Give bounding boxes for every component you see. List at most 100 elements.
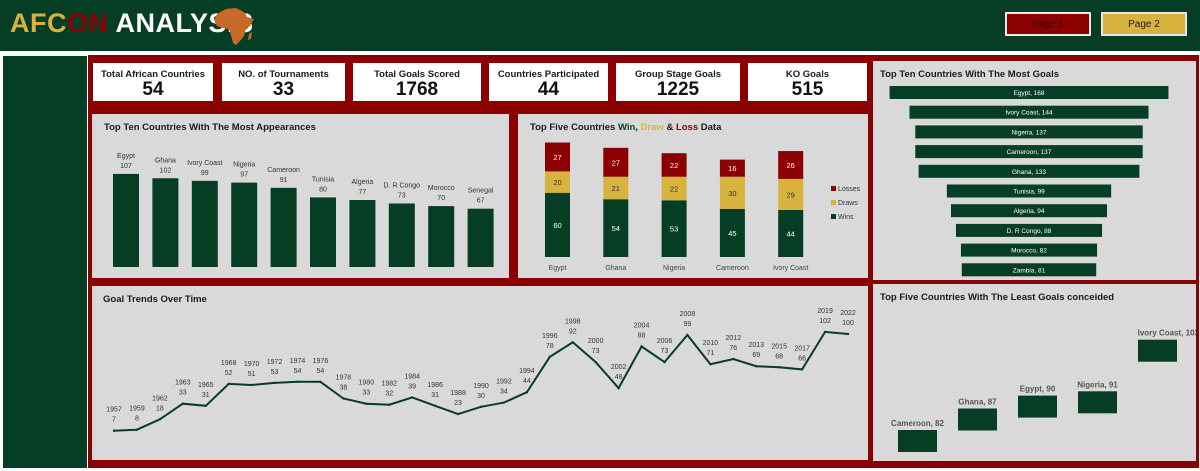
funnel-bar-label: Zambia, 81	[1013, 267, 1046, 274]
trend-point	[777, 366, 781, 369]
trend-value-label: 23	[454, 400, 462, 407]
trend-value-label: 73	[592, 348, 600, 355]
trend-year-label: 2019	[817, 308, 833, 315]
trend-point	[204, 404, 207, 407]
trend-value-label: 30	[477, 393, 485, 400]
trend-value-label: 31	[431, 392, 439, 399]
funnel-bar-morocco	[960, 243, 1098, 257]
goal-trends-chart: 1957 7 1959 8 1962 18 1963 33 1965 31 1968 52 1970 51…	[106, 308, 856, 432]
trend-value-label: 92	[569, 328, 577, 335]
trend-value-label: 52	[225, 370, 233, 377]
trend-year-label: 1980	[359, 380, 375, 387]
segment-value-label: 60	[553, 221, 561, 230]
stack-segment-wins	[719, 208, 745, 257]
bar-category-label: Algeria	[352, 179, 374, 186]
trend-year-label: 2004	[634, 322, 650, 329]
bar-value-label: 80	[319, 186, 327, 193]
kpi-ko-goals: KO Goals 515	[748, 63, 867, 101]
bar-value-label: 97	[240, 172, 248, 179]
trend-year-label: 2017	[794, 345, 810, 352]
page-2-button[interactable]: Page 2	[1101, 12, 1187, 36]
bar-egypt	[113, 173, 139, 267]
trend-value-label: 71	[706, 350, 714, 357]
bar-ghana	[152, 178, 179, 267]
step-bar-label: Ghana, 87	[958, 398, 997, 407]
segment-value-label: 45	[728, 229, 736, 238]
bar-category-label: Ghana	[155, 157, 176, 164]
stack-segment-draws	[719, 176, 745, 209]
least-conceded-panel: Top Five Countries With The Least Goals …	[873, 284, 1196, 461]
trend-value-label: 31	[202, 392, 210, 399]
trend-year-label: 2012	[726, 335, 742, 342]
segment-value-label: 22	[670, 161, 678, 170]
trend-value-label: 44	[523, 378, 531, 385]
trend-point	[456, 412, 460, 416]
kpi-value: 44	[537, 79, 560, 100]
trend-value-label: 68	[775, 353, 783, 360]
kpi-value: 1225	[656, 79, 700, 100]
stack-category-label: Egypt	[549, 265, 567, 272]
trend-point	[548, 355, 552, 359]
bar-algeria	[349, 200, 376, 267]
trend-point	[755, 365, 758, 368]
funnel-bar-ghana	[918, 164, 1140, 178]
trend-point	[640, 345, 643, 348]
trend-point	[686, 333, 689, 337]
legend-label: Losses	[838, 186, 861, 193]
segment-value-label: 26	[787, 161, 795, 170]
trend-year-label: 2000	[588, 338, 604, 345]
trend-value-label: 100	[842, 320, 854, 327]
trend-point	[181, 402, 185, 405]
segment-value-label: 30	[728, 189, 736, 198]
funnel-bar-label: Nigeria, 137	[1011, 129, 1046, 136]
trend-year-label: 1994	[519, 368, 535, 375]
wdl-panel: Top Five Countries Win, Draw & Loss Data…	[518, 114, 868, 278]
trend-value-label: 99	[684, 321, 692, 328]
step-bar-cameroon	[898, 430, 937, 452]
step-bar-label: Cameroon, 82	[891, 419, 944, 428]
trend-value-label: 32	[385, 391, 393, 398]
step-bar-nigeria	[1078, 391, 1117, 414]
trend-point	[846, 332, 850, 336]
bar-d-r-congo	[388, 203, 415, 267]
trend-year-label: 1962	[152, 395, 168, 402]
trend-point	[502, 401, 506, 404]
trend-year-label: 1965	[198, 382, 214, 389]
wdl-chart: 60 20 27 Egypt 54 21 27 Ghana 53 22 22 Nigeria 45 30 1…	[545, 142, 861, 272]
trend-value-label: 39	[408, 383, 416, 390]
bar-ivory-coast	[191, 180, 218, 267]
kpi-countries-participated: Countries Participated 44	[489, 63, 608, 101]
trend-year-label: 1957	[106, 407, 122, 414]
segment-value-label: 22	[670, 185, 678, 194]
wdl-title-part: Data	[698, 122, 722, 133]
funnel-bar-label: Egypt, 168	[1013, 90, 1044, 97]
sidebar	[3, 56, 87, 468]
trend-value-label: 7	[112, 417, 116, 424]
bar-category-label: D. R Congo	[384, 182, 421, 189]
wdl-title-part: Top Five Countries	[530, 122, 618, 133]
stack-segment-draws	[545, 171, 570, 193]
trend-point	[388, 403, 391, 406]
bar-value-label: 99	[201, 170, 209, 177]
funnel-bar-label: Tunisia, 99	[1013, 189, 1045, 196]
trend-year-label: 1990	[473, 383, 489, 390]
trend-point	[732, 357, 735, 361]
page-1-button[interactable]: Page 1	[1005, 12, 1091, 36]
trend-year-label: 1970	[244, 361, 260, 368]
bar-value-label: 77	[359, 189, 367, 196]
segment-value-label: 21	[612, 184, 620, 193]
kpi-group-stage-goals: Group Stage Goals 1225	[616, 63, 740, 101]
segment-value-label: 20	[553, 178, 561, 187]
title-afc: AFC	[10, 8, 67, 38]
funnel-bar-label: Ivory Coast, 144	[1005, 110, 1053, 117]
kpi-label: KO Goals	[785, 69, 830, 80]
kpi-label: Total African Countries	[101, 69, 205, 80]
trend-value-label: 76	[729, 345, 737, 352]
trend-year-label: 1972	[267, 359, 283, 366]
wdl-title: Top Five Countries Win, Draw & Loss Data	[530, 122, 721, 133]
bar-cameroon	[270, 187, 297, 267]
bar-tunisia	[310, 197, 336, 267]
most-goals-chart: Egypt, 168 Ivory Coast, 144 Nigeria, 137 Ca…	[889, 86, 1169, 277]
kpi-tournaments: NO. of Tournaments 33	[222, 63, 345, 101]
header-bar: AFCON ANALYSIS Page 1 Page 2	[0, 0, 1200, 51]
